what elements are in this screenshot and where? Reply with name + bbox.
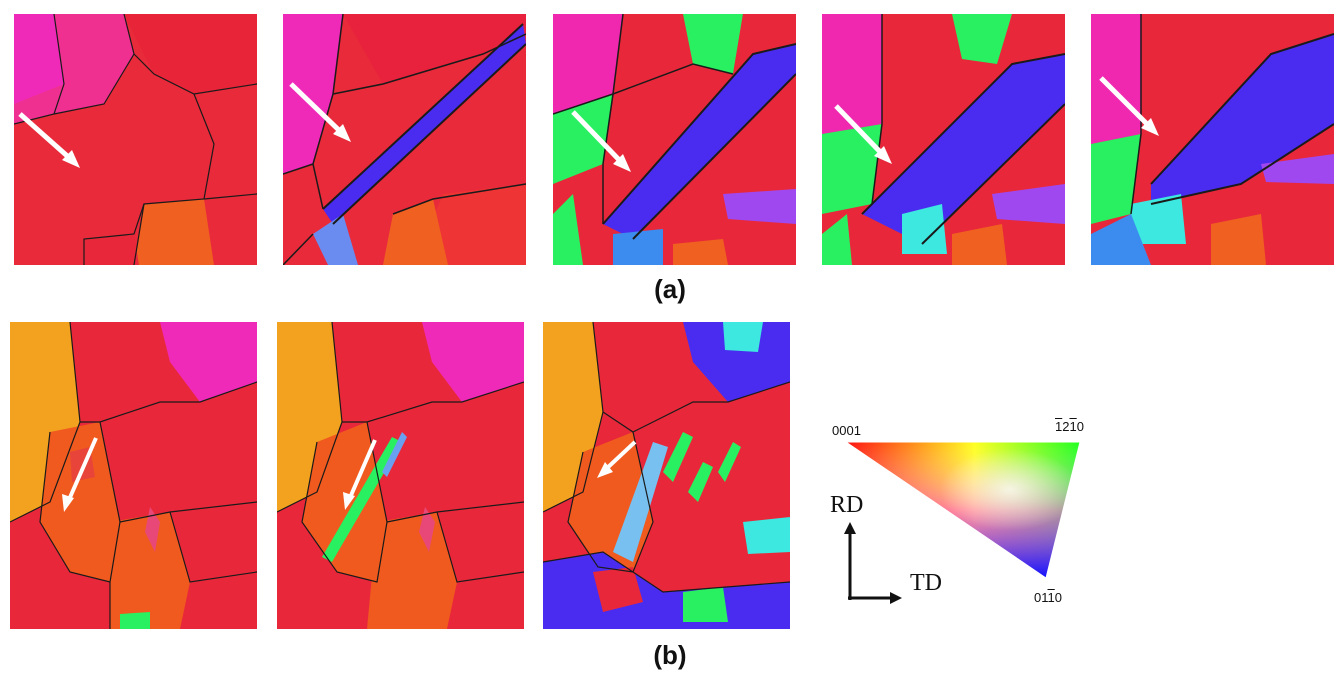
row-a-label: (a) <box>654 274 686 304</box>
ebsd-map-a2 <box>283 14 526 265</box>
ebsd-map-a4 <box>822 14 1065 265</box>
ebsd-map-b2 <box>277 322 524 629</box>
pole-label-1210: 1210 <box>1055 419 1084 434</box>
row-b-label: (b) <box>653 640 687 670</box>
axis-label-rd: RD <box>830 492 864 518</box>
ebsd-map-a5 <box>1091 14 1334 265</box>
ebsd-map-a3 <box>553 14 796 265</box>
pole-label-0110: 0110 <box>1034 590 1062 605</box>
ebsd-map-b1 <box>10 322 257 629</box>
axis-arrows <box>836 520 906 604</box>
ipf-color-key <box>828 410 1098 620</box>
ebsd-map-b3 <box>543 322 790 629</box>
ebsd-map-a1 <box>14 14 257 265</box>
pole-label-0001: 0001 <box>832 423 861 438</box>
ipf-triangle <box>844 441 1081 579</box>
axis-label-td: TD <box>910 570 942 596</box>
